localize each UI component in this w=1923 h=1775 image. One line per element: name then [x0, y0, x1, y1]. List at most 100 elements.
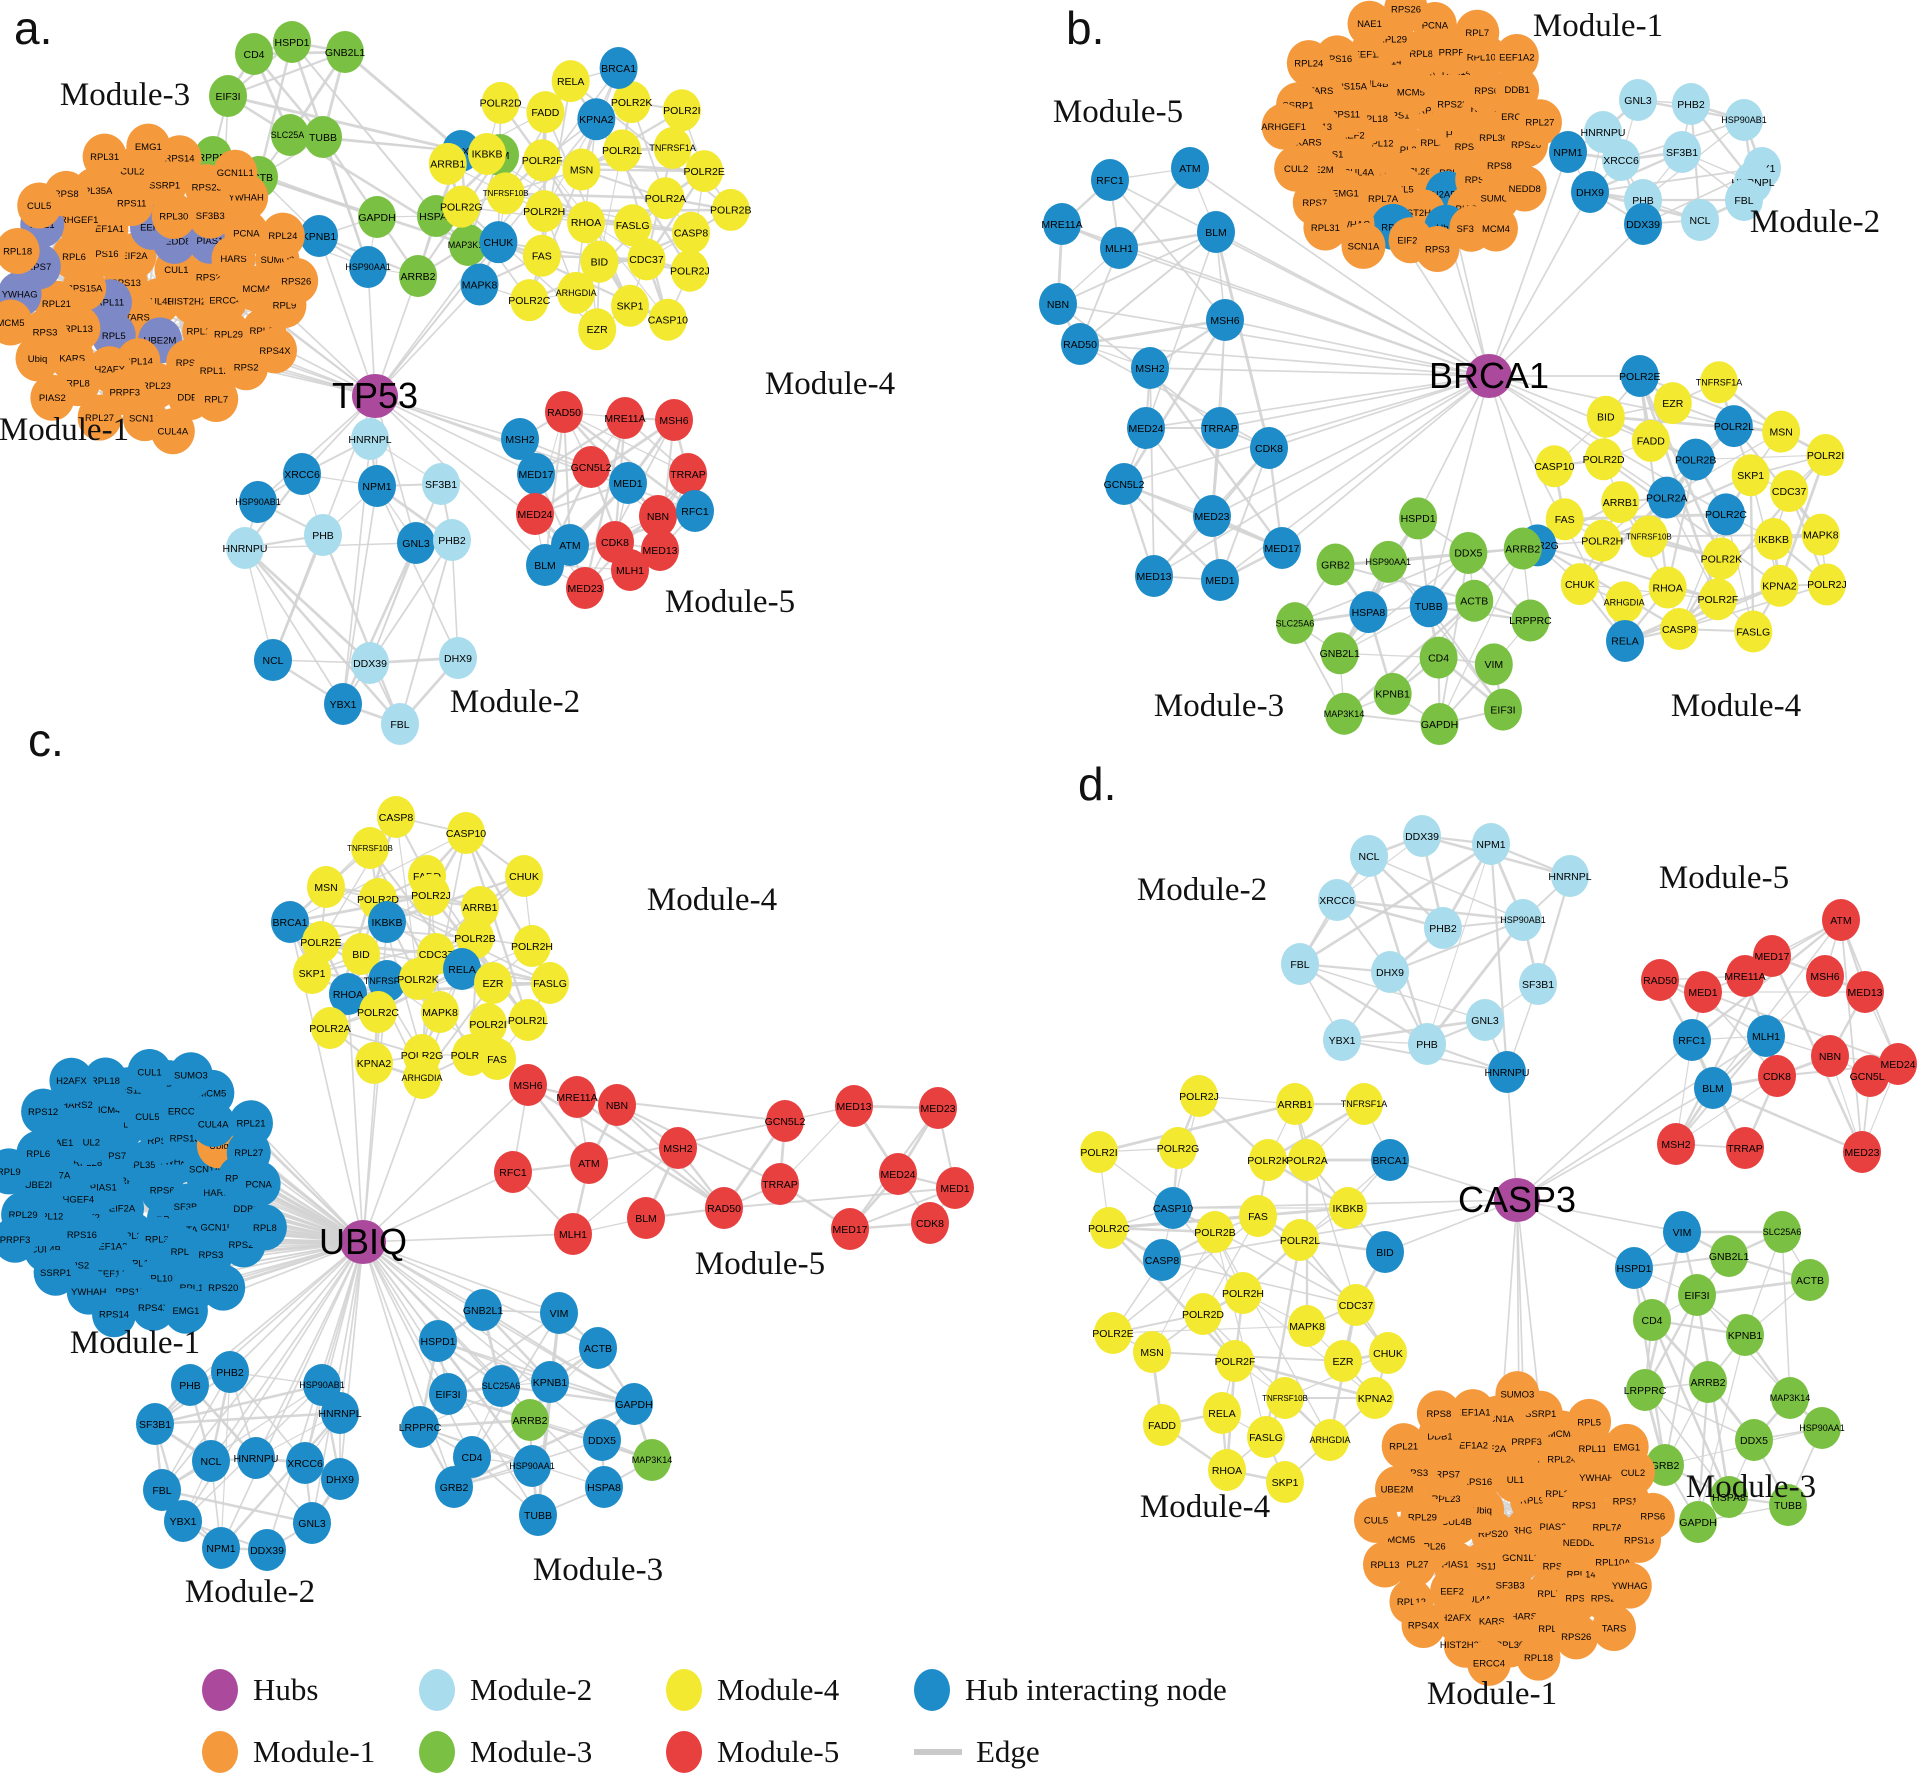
panel-letter-d: d.	[1078, 758, 1116, 810]
node-RPS6: RPS6	[1630, 1492, 1675, 1539]
hub-edge	[1057, 303, 1490, 377]
node-CUL1: CUL1	[127, 1048, 172, 1095]
node-ARRB2: ARRB2	[511, 1399, 549, 1441]
hub-CASP3: CASP3	[1458, 1178, 1576, 1222]
edge	[321, 534, 402, 725]
edge	[1537, 544, 1719, 601]
node-KPNA2: KPNA2	[577, 98, 616, 141]
hub-edge	[1516, 1035, 1767, 1201]
edge	[1299, 963, 1428, 1045]
node-MED1: MED1	[609, 462, 647, 504]
node-EIF3I: EIF3I	[1483, 688, 1522, 731]
panel-a: CD4HSPD1GNB2L1EIF3ISLC25A6TUBBDDX5VIMLRP…	[0, 2, 895, 745]
node-TRRAP: TRRAP	[761, 1163, 799, 1205]
hub-edge	[220, 1241, 364, 1549]
module-label-b-module-4: Module-4	[1671, 688, 1801, 724]
node-SLC25A6: SLC25A6	[1276, 602, 1314, 645]
node-KPNA2: KPNA2	[355, 1042, 393, 1084]
hub-edge	[210, 1241, 364, 1462]
node-KPNA2: KPNA2	[1760, 564, 1799, 607]
edge	[1336, 898, 1524, 922]
node-YBX1: YBX1	[324, 683, 362, 725]
hub-edge	[318, 235, 376, 397]
module-label-d-module-1: Module-1	[1427, 1676, 1557, 1712]
node-RFC1: RFC1	[1091, 159, 1129, 201]
hub-edge	[1123, 375, 1490, 485]
node-BRCA1: BRCA1	[1371, 1139, 1409, 1181]
node-BLM: BLM	[526, 544, 564, 586]
module-label-a-module-2: Module-2	[450, 684, 580, 720]
hub-edge	[257, 395, 376, 503]
node-DDX39: DDX39	[351, 642, 389, 684]
hub-edge	[1189, 167, 1490, 377]
edge	[1678, 583, 1828, 630]
hub-edge	[1427, 375, 1490, 607]
node-NPM1: NPM1	[1549, 131, 1587, 173]
edge	[369, 542, 417, 664]
node-GAPDH: GAPDH	[1420, 703, 1459, 746]
hub-edge	[250, 1122, 364, 1243]
legend-label: Module-3	[470, 1734, 592, 1769]
node-CDC37: CDC37	[1337, 1284, 1375, 1326]
module-label-d-module-2: Module-2	[1137, 872, 1267, 908]
node-PHB2: PHB2	[433, 519, 471, 561]
hub-edge	[1219, 375, 1490, 429]
hub-edge	[255, 1241, 364, 1459]
edge	[1426, 843, 1492, 1045]
node-MSH2: MSH2	[1657, 1123, 1695, 1165]
legend-item-module-4: Module-4	[666, 1669, 840, 1711]
node-MAPK8: MAPK8	[1801, 513, 1840, 556]
edge	[584, 473, 689, 589]
node-RPL18: RPL18	[1516, 1634, 1561, 1681]
node-BRCA1: BRCA1	[599, 47, 638, 90]
edge	[1079, 318, 1226, 346]
hub-edge	[161, 1241, 364, 1491]
hub-edge	[1516, 1039, 1693, 1201]
node-MED23: MED23	[566, 567, 604, 609]
edge	[1079, 231, 1217, 345]
node-DHX9: DHX9	[439, 637, 477, 679]
edge	[500, 1384, 635, 1406]
node-CDK8: CDK8	[1758, 1055, 1796, 1097]
hub-edge	[1149, 367, 1490, 377]
node-SKP1: SKP1	[611, 284, 650, 327]
node-CUL5: CUL5	[1354, 1496, 1399, 1543]
node-FBL: FBL	[1281, 943, 1319, 985]
legend-swatch-green	[419, 1731, 455, 1773]
hub-edge	[362, 1084, 529, 1243]
edge	[1234, 1359, 1376, 1400]
legend-swatch-orange	[202, 1731, 238, 1773]
edge	[1098, 1102, 1296, 1154]
legend-label: Edge	[976, 1734, 1040, 1769]
edge	[1712, 919, 1842, 1089]
hub-edge	[1215, 231, 1490, 377]
node-RPL24: RPL24	[260, 212, 305, 259]
node-MAPK8: MAPK8	[460, 263, 499, 306]
node-CUL5: CUL5	[17, 182, 62, 229]
node-MSN: MSN	[1762, 410, 1801, 453]
hub-label-UBIQ: UBIQ	[319, 1221, 407, 1262]
edge	[342, 485, 378, 705]
node-RPS3: RPS3	[1415, 226, 1460, 273]
node-SF3B1: SF3B1	[1519, 963, 1557, 1005]
node-RPS4X: RPS4X	[1401, 1601, 1446, 1648]
node-MSH6: MSH6	[655, 399, 693, 441]
node-RAD50: RAD50	[545, 391, 583, 433]
edge	[220, 1412, 341, 1549]
hub-edge	[339, 1241, 364, 1414]
hub-TP53: TP53	[332, 374, 418, 418]
edge	[1123, 483, 1221, 581]
node-CHUK: CHUK	[505, 855, 543, 897]
hub-edge	[1488, 375, 1668, 499]
edge	[1666, 431, 1782, 499]
legend-swatch-lightblue	[419, 1669, 455, 1711]
node-NBN: NBN	[598, 1084, 636, 1126]
node-GNL3: GNL3	[397, 522, 435, 564]
legend-item-hub-interacting-node: Hub interacting node	[914, 1669, 1227, 1711]
hub-edge	[362, 1241, 603, 1441]
hub-edge	[1488, 223, 1644, 377]
edge	[528, 169, 583, 301]
node-DHX9: DHX9	[321, 1458, 359, 1500]
node-DDX39: DDX39	[1403, 815, 1441, 857]
hub-edge	[1384, 1199, 1518, 1253]
